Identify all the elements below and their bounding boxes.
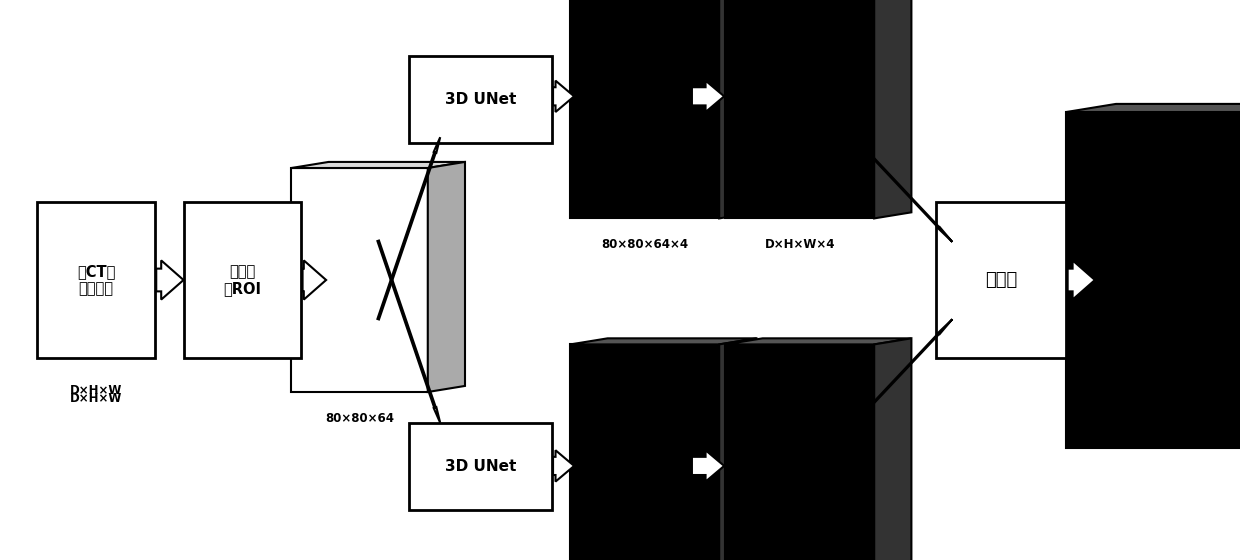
Polygon shape	[719, 0, 756, 218]
Polygon shape	[291, 162, 465, 168]
Text: 提取肺
部ROI: 提取肺 部ROI	[223, 264, 262, 296]
Text: D×H×W×4: D×H×W×4	[765, 238, 835, 251]
Polygon shape	[1066, 112, 1240, 448]
Text: 80×80×64: 80×80×64	[325, 412, 394, 424]
Polygon shape	[1066, 104, 1240, 112]
Polygon shape	[377, 137, 440, 319]
Polygon shape	[570, 0, 719, 218]
Text: 3D UNet: 3D UNet	[445, 459, 516, 474]
Polygon shape	[725, 338, 911, 344]
Polygon shape	[692, 450, 724, 482]
Text: 后处理: 后处理	[985, 271, 1018, 289]
Polygon shape	[692, 81, 724, 112]
Text: D×H×W: D×H×W	[69, 392, 123, 405]
FancyBboxPatch shape	[184, 202, 301, 358]
Polygon shape	[1068, 260, 1095, 300]
Polygon shape	[553, 450, 574, 482]
FancyBboxPatch shape	[37, 202, 155, 358]
Polygon shape	[377, 241, 440, 423]
Polygon shape	[725, 344, 874, 560]
Polygon shape	[868, 152, 952, 242]
Text: D×H×W: D×H×W	[69, 384, 123, 396]
Polygon shape	[874, 338, 911, 560]
Polygon shape	[570, 338, 756, 344]
Text: 肺CT影
像体数据: 肺CT影 像体数据	[77, 264, 115, 296]
Polygon shape	[874, 0, 911, 218]
Polygon shape	[719, 338, 756, 560]
Polygon shape	[868, 319, 952, 409]
Polygon shape	[291, 168, 428, 392]
Polygon shape	[553, 81, 574, 112]
Text: 80×80×64×4: 80×80×64×4	[601, 238, 688, 251]
Polygon shape	[725, 0, 874, 218]
Polygon shape	[156, 260, 184, 300]
Polygon shape	[570, 344, 719, 560]
Polygon shape	[428, 162, 465, 392]
FancyBboxPatch shape	[409, 56, 552, 143]
FancyBboxPatch shape	[409, 423, 552, 510]
Polygon shape	[303, 260, 326, 300]
Text: 3D UNet: 3D UNet	[445, 92, 516, 107]
FancyBboxPatch shape	[936, 202, 1066, 358]
